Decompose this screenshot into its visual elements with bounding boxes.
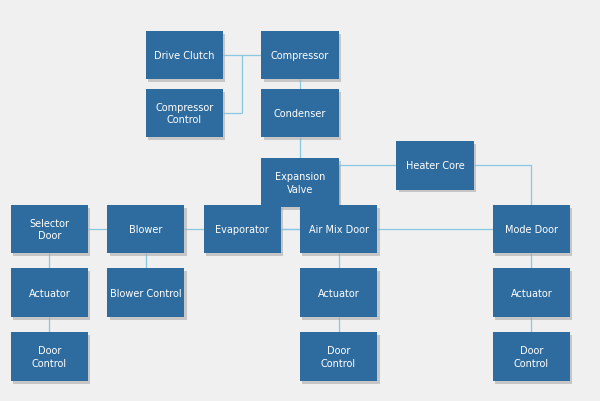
FancyBboxPatch shape: [262, 32, 338, 80]
FancyBboxPatch shape: [302, 271, 380, 320]
FancyBboxPatch shape: [302, 335, 380, 384]
FancyBboxPatch shape: [206, 208, 283, 257]
Text: Door
Control: Door Control: [514, 345, 549, 368]
Text: Actuator: Actuator: [317, 288, 359, 298]
FancyBboxPatch shape: [495, 271, 572, 320]
Text: Selector
Door: Selector Door: [29, 218, 70, 241]
FancyBboxPatch shape: [495, 208, 572, 257]
FancyBboxPatch shape: [495, 335, 572, 384]
FancyBboxPatch shape: [13, 208, 91, 257]
Text: Compressor
Control: Compressor Control: [155, 103, 214, 125]
FancyBboxPatch shape: [493, 205, 570, 254]
FancyBboxPatch shape: [146, 32, 223, 80]
Text: Actuator: Actuator: [29, 288, 70, 298]
FancyBboxPatch shape: [262, 89, 338, 138]
FancyBboxPatch shape: [264, 162, 341, 210]
FancyBboxPatch shape: [148, 34, 225, 83]
FancyBboxPatch shape: [146, 89, 223, 138]
FancyBboxPatch shape: [300, 269, 377, 317]
FancyBboxPatch shape: [110, 208, 187, 257]
FancyBboxPatch shape: [264, 34, 341, 83]
FancyBboxPatch shape: [148, 92, 225, 141]
Text: Drive Clutch: Drive Clutch: [154, 51, 215, 61]
FancyBboxPatch shape: [11, 205, 88, 254]
Text: Blower Control: Blower Control: [110, 288, 182, 298]
FancyBboxPatch shape: [397, 142, 473, 190]
Text: Blower: Blower: [129, 225, 163, 234]
Text: Air Mix Door: Air Mix Door: [308, 225, 368, 234]
FancyBboxPatch shape: [11, 269, 88, 317]
Text: Actuator: Actuator: [511, 288, 552, 298]
FancyBboxPatch shape: [107, 205, 184, 254]
FancyBboxPatch shape: [107, 269, 184, 317]
Text: Door
Control: Door Control: [321, 345, 356, 368]
Text: Condenser: Condenser: [274, 109, 326, 119]
FancyBboxPatch shape: [13, 335, 91, 384]
FancyBboxPatch shape: [493, 269, 570, 317]
FancyBboxPatch shape: [300, 332, 377, 381]
FancyBboxPatch shape: [302, 208, 380, 257]
Text: Door
Control: Door Control: [32, 345, 67, 368]
FancyBboxPatch shape: [203, 205, 281, 254]
FancyBboxPatch shape: [493, 332, 570, 381]
FancyBboxPatch shape: [262, 159, 338, 207]
Text: Heater Core: Heater Core: [406, 161, 464, 171]
FancyBboxPatch shape: [399, 144, 476, 193]
FancyBboxPatch shape: [13, 271, 91, 320]
FancyBboxPatch shape: [264, 92, 341, 141]
Text: Compressor: Compressor: [271, 51, 329, 61]
FancyBboxPatch shape: [11, 332, 88, 381]
Text: Mode Door: Mode Door: [505, 225, 558, 234]
Text: Expansion
Valve: Expansion Valve: [275, 172, 325, 194]
FancyBboxPatch shape: [300, 205, 377, 254]
Text: Evaporator: Evaporator: [215, 225, 269, 234]
FancyBboxPatch shape: [110, 271, 187, 320]
